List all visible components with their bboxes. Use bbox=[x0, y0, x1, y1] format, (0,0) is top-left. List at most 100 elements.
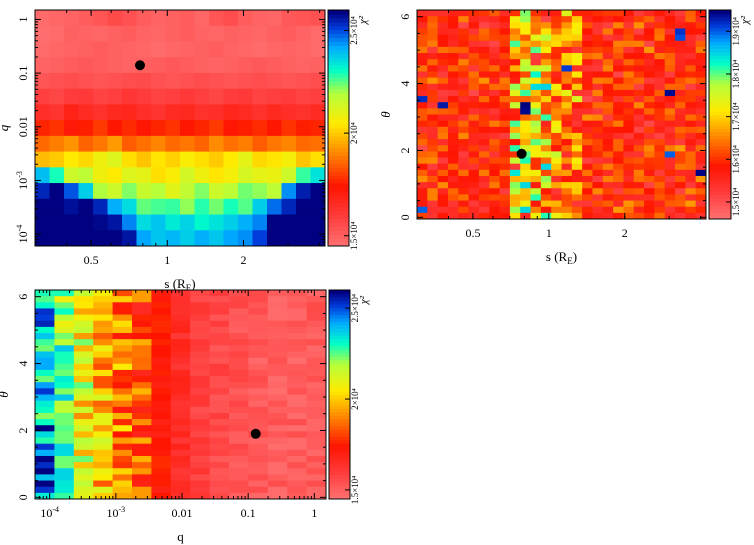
heatmap-cell bbox=[190, 400, 210, 408]
y-tick-label: 2 bbox=[16, 427, 30, 433]
heatmap-cell bbox=[458, 96, 470, 103]
heatmap-cell bbox=[520, 96, 531, 103]
heatmap-cell bbox=[540, 145, 552, 152]
heatmap-cell bbox=[613, 200, 624, 208]
heatmap-cell bbox=[287, 462, 307, 469]
heatmap-cell bbox=[530, 40, 542, 48]
heatmap-cell bbox=[623, 175, 635, 183]
heatmap-cell bbox=[592, 96, 604, 103]
heatmap-cell bbox=[306, 412, 327, 420]
heatmap-cell bbox=[64, 135, 79, 152]
y-tick-label: 4 bbox=[398, 81, 412, 87]
heatmap-cell bbox=[520, 10, 531, 17]
heatmap-cell bbox=[509, 145, 521, 152]
colorbar-swatch bbox=[328, 139, 349, 145]
heatmap-cell bbox=[267, 183, 282, 200]
heatmap-cell bbox=[306, 369, 327, 377]
heatmap-cell bbox=[281, 57, 297, 74]
heatmap-cell bbox=[654, 132, 666, 140]
heatmap-cell bbox=[437, 182, 449, 189]
heatmap-cell bbox=[540, 126, 552, 134]
heatmap-cell bbox=[122, 72, 137, 90]
heatmap-cell bbox=[633, 200, 645, 208]
heatmap-cell bbox=[306, 474, 327, 481]
heatmap-cell bbox=[633, 71, 645, 79]
heatmap-cell bbox=[190, 437, 210, 445]
heatmap-cell bbox=[112, 339, 133, 346]
heatmap-cell bbox=[132, 486, 152, 494]
colorbar-swatch bbox=[709, 104, 731, 109]
colorbar-swatch bbox=[709, 173, 731, 178]
heatmap-cell bbox=[582, 188, 593, 195]
colorbar-swatch bbox=[329, 481, 350, 486]
heatmap-cell bbox=[248, 419, 269, 426]
heatmap-cell bbox=[582, 89, 593, 97]
heatmap-cell bbox=[654, 114, 666, 122]
heatmap-cell bbox=[571, 108, 583, 115]
heatmap-cell bbox=[613, 71, 624, 79]
x-tick-label: 0.5 bbox=[84, 253, 99, 267]
heatmap-cell bbox=[623, 145, 635, 152]
heatmap-cell bbox=[306, 406, 327, 414]
heatmap-cell bbox=[520, 53, 531, 60]
heatmap-cell bbox=[623, 40, 635, 48]
heatmap-cell bbox=[93, 345, 113, 352]
heatmap-cell bbox=[551, 89, 562, 97]
heatmap-cell bbox=[509, 22, 521, 29]
heatmap-cell bbox=[267, 492, 288, 500]
panel-q_theta: 10-410-30.010.110246qθ1.5×10⁴2×10⁴2.5×10… bbox=[0, 289, 370, 544]
colorbar-swatch bbox=[329, 478, 350, 483]
heatmap-cell bbox=[644, 200, 655, 208]
heatmap-cell bbox=[151, 41, 166, 58]
heatmap-cell bbox=[306, 382, 327, 389]
colorbar-swatch bbox=[328, 13, 349, 19]
heatmap-cell bbox=[35, 492, 55, 500]
heatmap-cell bbox=[112, 492, 133, 500]
heatmap-cell bbox=[136, 198, 152, 215]
heatmap-cell bbox=[151, 382, 172, 389]
heatmap-cell bbox=[664, 108, 676, 115]
heatmap-cell bbox=[64, 214, 79, 231]
heatmap-cell bbox=[561, 157, 573, 165]
heatmap-cell bbox=[437, 145, 449, 152]
colorbar-swatch bbox=[709, 187, 731, 192]
heatmap-cell bbox=[73, 455, 94, 463]
heatmap-cell bbox=[112, 419, 133, 426]
colorbar-swatch bbox=[329, 446, 350, 451]
heatmap-cell bbox=[93, 388, 113, 395]
heatmap-cell bbox=[520, 16, 531, 23]
heatmap-cell bbox=[209, 406, 230, 414]
heatmap-cell bbox=[287, 394, 307, 402]
heatmap-cell bbox=[592, 34, 604, 42]
heatmap-cell bbox=[644, 83, 655, 91]
heatmap-cell bbox=[654, 206, 666, 214]
colorbar-swatch bbox=[709, 131, 731, 136]
heatmap-cell bbox=[165, 57, 181, 74]
heatmap-cell bbox=[229, 314, 249, 322]
heatmap-cell bbox=[489, 16, 500, 23]
heatmap-cell bbox=[248, 302, 269, 309]
y-tick-label: 1 bbox=[16, 16, 30, 22]
heatmap-cell bbox=[209, 425, 230, 432]
colorbar-swatch bbox=[329, 363, 350, 368]
heatmap-cell bbox=[54, 480, 75, 488]
colorbar-label: χ² bbox=[739, 15, 751, 25]
heatmap-cell bbox=[287, 302, 307, 309]
heatmap-cell bbox=[64, 198, 79, 215]
heatmap-cell bbox=[664, 139, 676, 146]
colorbar-swatch bbox=[709, 20, 731, 25]
heatmap-cell bbox=[468, 114, 480, 122]
heatmap-cell bbox=[644, 89, 655, 97]
heatmap-cell bbox=[447, 182, 459, 189]
x-tick-label: 2 bbox=[240, 253, 246, 267]
colorbar-swatch bbox=[328, 171, 349, 176]
heatmap-cell bbox=[623, 200, 635, 208]
heatmap-cell bbox=[287, 369, 307, 377]
heatmap-cell bbox=[93, 308, 113, 315]
heatmap-cell bbox=[190, 320, 210, 328]
heatmap-cell bbox=[551, 34, 562, 42]
heatmap-cell bbox=[248, 363, 269, 371]
heatmap-cell bbox=[489, 83, 500, 91]
heatmap-cell bbox=[468, 10, 480, 17]
